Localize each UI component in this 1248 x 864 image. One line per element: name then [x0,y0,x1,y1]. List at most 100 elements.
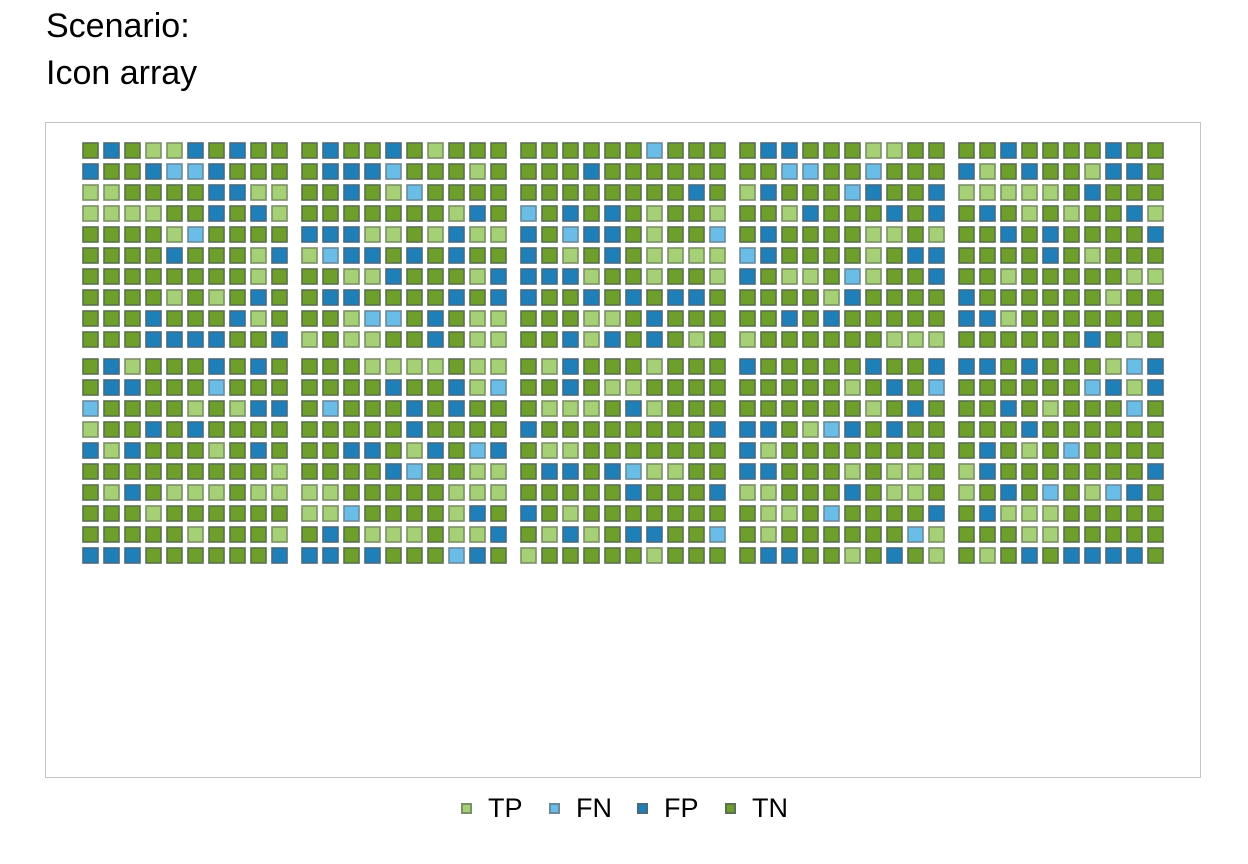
icon-tp [145,142,162,159]
icon-tn [739,400,756,417]
icon-tn [886,163,903,180]
icon-tn [886,442,903,459]
icon-tn [1000,205,1017,222]
icon-tp [166,484,183,501]
icon-fp [1021,358,1038,375]
icon-tn [688,505,705,522]
icon-tn [406,379,423,396]
icon-tn [928,289,945,306]
icon-tn [802,247,819,264]
icon-tp [427,142,444,159]
icon-tn [301,421,318,438]
icon-tp [1042,184,1059,201]
icon-fp [760,463,777,480]
icon-tn [271,379,288,396]
icon-tn [1000,442,1017,459]
icon-tn [541,484,558,501]
icon-tn [145,463,162,480]
icon-tn [979,526,996,543]
icon-tn [781,484,798,501]
icon-tp [187,484,204,501]
icon-tp [469,163,486,180]
icon-tn [1084,310,1101,327]
icon-tn [646,442,663,459]
icon-fp [1042,226,1059,243]
icon-tn [1021,268,1038,285]
icon-tn [979,421,996,438]
icon-tn [625,442,642,459]
icon-tn [124,421,141,438]
icon-tn [490,163,507,180]
icon-tn [490,547,507,564]
icon-fn [385,163,402,180]
icon-tp [739,184,756,201]
icon-tp [229,400,246,417]
icon-tn [103,526,120,543]
icon-fp [979,442,996,459]
icon-fp [886,547,903,564]
icon-tn [844,526,861,543]
icon-fp [103,358,120,375]
icon-tn [583,142,600,159]
icon-fp [688,184,705,201]
icon-tn [541,331,558,348]
icon-fn [709,226,726,243]
icon-tn [823,331,840,348]
icon-fp [322,163,339,180]
icon-tp [1063,205,1080,222]
icon-fp [646,331,663,348]
icon-fp [364,247,381,264]
icon-tn [625,505,642,522]
icon-tn [1147,184,1164,201]
icon-tp [322,505,339,522]
icon-tp [1021,526,1038,543]
icon-tn [1084,226,1101,243]
icon-tn [145,526,162,543]
icon-tn [646,505,663,522]
icon-tn [1126,289,1143,306]
icon-tn [1000,379,1017,396]
icon-tp [406,526,423,543]
icon-fp [625,289,642,306]
icon-tn [301,289,318,306]
icon-fp [760,142,777,159]
icon-tn [625,163,642,180]
icon-tn [124,289,141,306]
icon-fp [646,526,663,543]
icon-tp [646,463,663,480]
icon-fp [124,379,141,396]
icon-fp [322,547,339,564]
icon-tn [1105,463,1122,480]
icon-fp [583,163,600,180]
icon-tn [760,289,777,306]
icon-tp [490,310,507,327]
icon-tn [187,505,204,522]
icon-tn [709,463,726,480]
icon-tn [844,226,861,243]
icon-tn [604,442,621,459]
icon-fp [520,421,537,438]
icon-tn [688,463,705,480]
icon-tn [250,526,267,543]
icon-tp [646,205,663,222]
icon-fp [562,463,579,480]
icon-tn [1084,268,1101,285]
icon-tn [844,505,861,522]
icon-tn [958,205,975,222]
icon-tn [625,142,642,159]
icon-tp [667,247,684,264]
icon-tn [604,358,621,375]
icon-array-svg [82,142,1164,564]
icon-tn [103,268,120,285]
icon-tn [322,442,339,459]
icon-tn [364,184,381,201]
icon-tn [1147,247,1164,264]
icon-tp [865,268,882,285]
icon-tn [166,400,183,417]
icon-tn [541,547,558,564]
icon-tn [250,421,267,438]
icon-fp [760,184,777,201]
icon-fp [448,400,465,417]
icon-fp [760,547,777,564]
icon-fp [145,421,162,438]
